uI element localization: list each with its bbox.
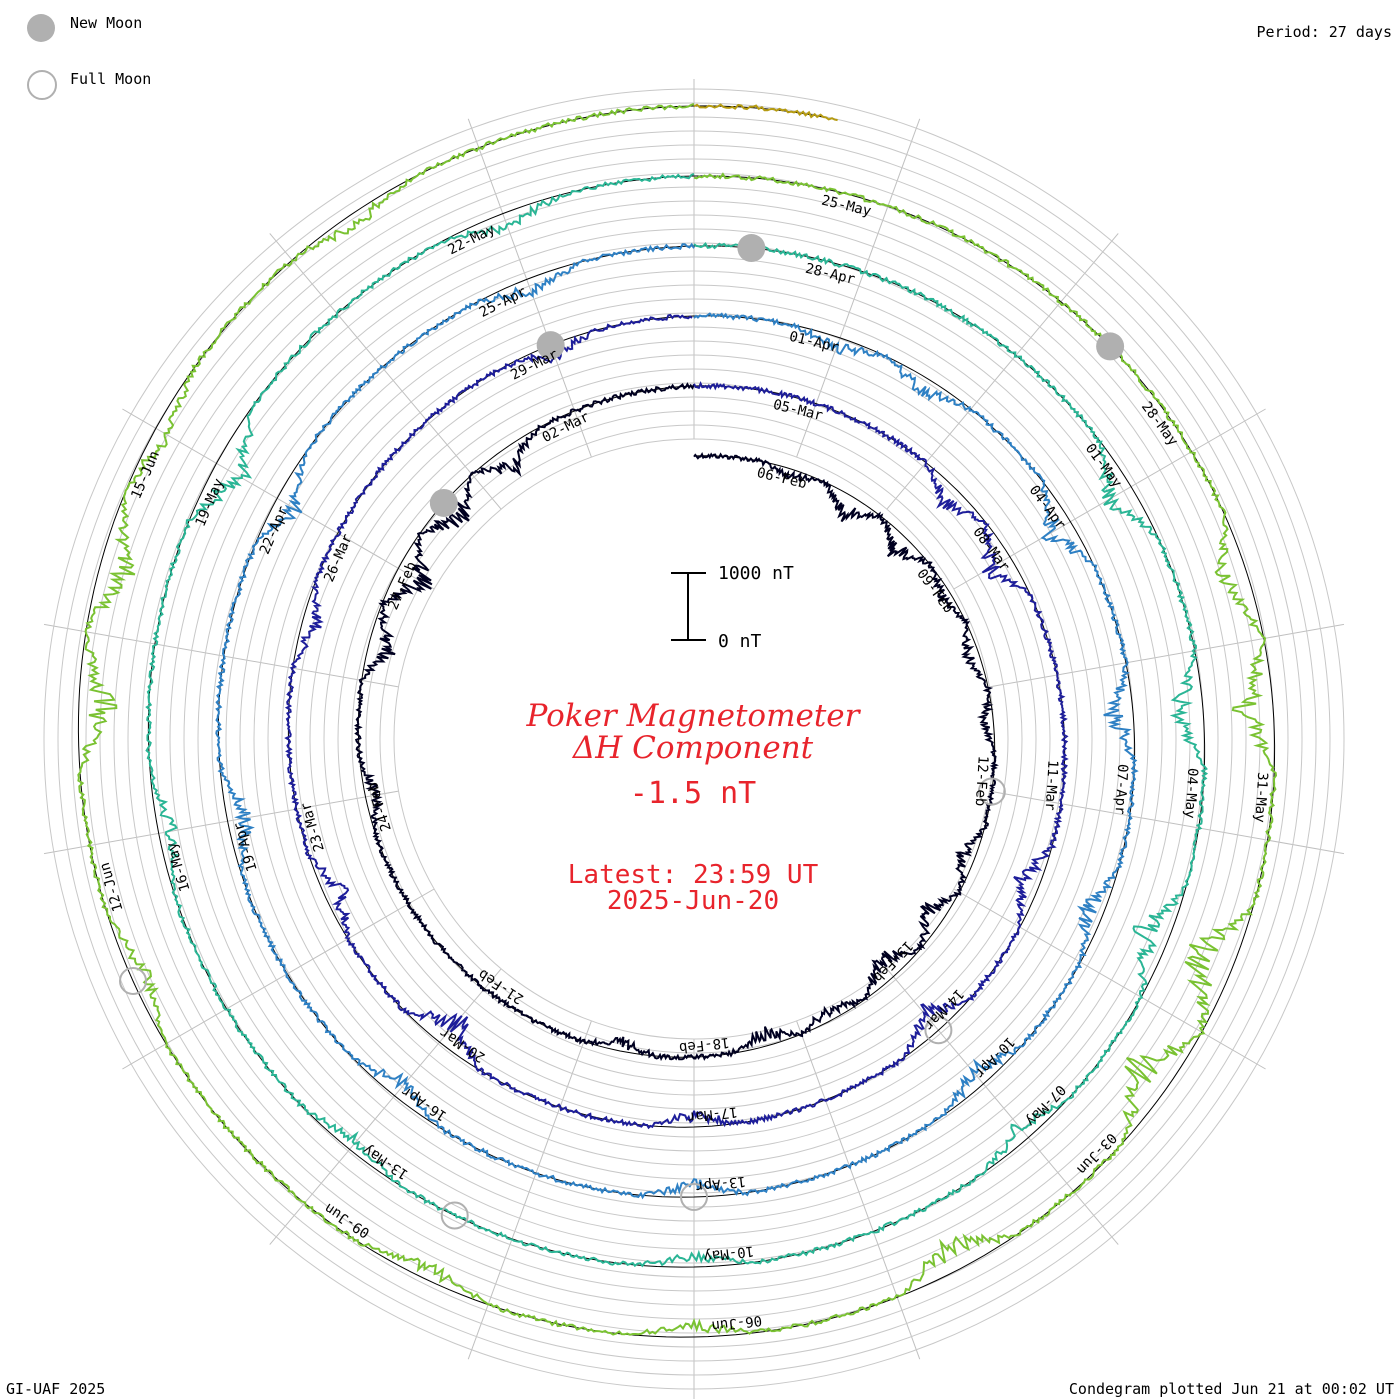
legend-full-moon-label: Full Moon [70, 70, 152, 88]
grid-spoke [886, 233, 1119, 510]
grid-spoke [122, 888, 435, 1070]
grid-ring [85, 130, 1303, 1348]
date-label: 04-May [1181, 768, 1200, 819]
grid-ring [211, 256, 1177, 1222]
period-label: Period: 27 days [1256, 23, 1392, 41]
latest-date: 2025-Jun-20 [606, 886, 780, 916]
trace-cycle-1 [354, 382, 999, 1062]
grid-spoke [467, 118, 592, 458]
grid-spoke [269, 968, 502, 1245]
grid-ring [141, 186, 1247, 1292]
grid-spoke [43, 623, 399, 688]
spiral-baseline [77, 105, 1276, 1338]
scale-bottom-label: 0 nT [718, 631, 762, 652]
credit-label: GI-UAF 2025 [6, 1380, 106, 1398]
grid-spoke [467, 1020, 592, 1360]
date-label: 15-Jun [128, 449, 163, 502]
date-label: 01-Apr [788, 329, 841, 356]
grid-ring [309, 354, 1079, 1124]
spiral-guide [77, 105, 1276, 1338]
date-label: 22-Apr [257, 504, 292, 557]
trace-cycle-2 [284, 313, 1069, 1130]
current-value: -1.5 nT [629, 776, 757, 811]
grid-ring [295, 340, 1093, 1138]
full-moon-marker [924, 1016, 953, 1045]
grid-ring [351, 396, 1037, 1082]
legend-new-moon-label: New Moon [70, 14, 143, 32]
data-traces [77, 103, 1278, 1336]
grid-ring [43, 88, 1345, 1390]
grid-spoke [796, 1020, 921, 1360]
polar-grid [43, 79, 1345, 1399]
grid-spoke [43, 790, 399, 855]
plotted-timestamp: Condegram plotted Jun 21 at 00:02 UT [1068, 1380, 1394, 1398]
full-moon-icon [27, 70, 57, 100]
date-label: 05-Mar [771, 397, 824, 424]
grid-spoke [796, 118, 921, 458]
grid-ring [281, 326, 1107, 1152]
date-label: 18-Feb [678, 1034, 730, 1056]
grid-ring [337, 382, 1051, 1096]
trace-cycle-5 [77, 103, 1278, 1336]
grid-ring [239, 284, 1149, 1194]
grid-ring [225, 270, 1163, 1208]
new-moon-marker [1096, 332, 1125, 361]
grid-spoke [989, 623, 1345, 688]
full-moon-marker [977, 777, 1006, 806]
scale-top-label: 1000 nT [718, 563, 794, 584]
chart-title: Poker Magnetometer [526, 698, 860, 734]
grid-spoke [269, 233, 502, 510]
date-label: 10-May [703, 1242, 755, 1264]
grid-ring [155, 200, 1233, 1278]
grid-spoke [989, 790, 1345, 855]
date-label: 17-Mar [686, 1103, 738, 1125]
grid-spoke [953, 888, 1266, 1070]
chart-subtitle: ΔH Component [572, 730, 814, 766]
date-label: 13-Apr [695, 1173, 747, 1195]
grid-spoke [122, 408, 435, 590]
trace-cycle-4 [145, 172, 1209, 1268]
date-label: 11-Mar [1042, 760, 1061, 811]
grid-ring [99, 144, 1289, 1334]
full-moon-marker [680, 1183, 708, 1211]
date-label: 31-May [1251, 772, 1270, 823]
date-label: 07-Apr [1111, 763, 1130, 814]
new-moon-icon [27, 14, 55, 42]
moon-markers [119, 234, 1125, 1230]
new-moon-marker [737, 234, 766, 263]
date-label: 06-Jun [711, 1312, 763, 1334]
date-label: 19-May [193, 476, 228, 529]
grid-ring [379, 424, 1009, 1054]
new-moon-marker [536, 331, 565, 360]
trace-cycle-3 [215, 242, 1139, 1200]
grid-ring [57, 102, 1331, 1376]
date-label: 25-May [820, 193, 873, 220]
grid-spoke [886, 968, 1119, 1245]
latest-time: Latest: 23:59 UT [567, 860, 819, 890]
new-moon-marker [429, 488, 458, 517]
grid-ring [71, 116, 1317, 1362]
grid-ring [267, 312, 1121, 1166]
full-moon-marker [440, 1201, 469, 1230]
date-label: 27-Feb [385, 560, 420, 613]
scale-bar [671, 572, 706, 641]
grid-ring [365, 410, 1023, 1068]
full-moon-marker [119, 966, 148, 995]
trace-cycle-6 [693, 103, 838, 122]
date-label: 12-Feb [972, 755, 991, 806]
grid-ring [169, 214, 1219, 1264]
